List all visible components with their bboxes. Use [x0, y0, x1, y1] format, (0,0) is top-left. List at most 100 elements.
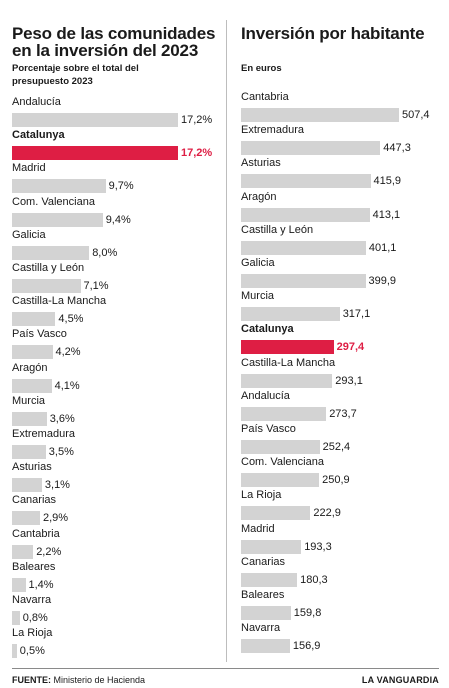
bar	[12, 312, 56, 327]
bar	[12, 345, 53, 360]
right-chart-title: Inversión por habitante	[241, 24, 425, 43]
bar	[241, 240, 366, 255]
category-label: Navarra	[241, 622, 281, 635]
value-label: 293,1	[335, 374, 363, 387]
category-label: Aragón	[12, 361, 48, 374]
value-label: 3,1%	[44, 479, 70, 492]
left-chart-subtitle: Porcentaje sobre el total del presupuest…	[12, 63, 139, 87]
bar	[241, 373, 333, 388]
category-label: Baleares	[241, 589, 285, 601]
value-label: 1,4%	[28, 578, 54, 591]
value-label: 7,1%	[83, 280, 109, 292]
category-label: Madrid	[241, 522, 275, 535]
bar	[12, 411, 47, 426]
footer-source-value: Ministerio de Hacienda	[53, 675, 146, 685]
value-label: 507,4	[402, 109, 430, 121]
bar	[241, 572, 298, 587]
bar	[241, 274, 366, 288]
value-label: 17,2%	[181, 147, 213, 160]
value-label: 401,1	[368, 241, 397, 254]
right-chart-subtitle: En euros	[241, 63, 282, 74]
bar	[241, 141, 381, 156]
value-label: 4,5%	[58, 313, 84, 326]
category-label: País Vasco	[241, 423, 296, 435]
value-label: 17,2%	[181, 114, 213, 126]
category-label: Castilla y León	[12, 262, 85, 274]
category-label: Asturias	[12, 461, 52, 474]
bar	[241, 207, 370, 222]
bar	[241, 307, 340, 322]
value-label: 4,1%	[54, 379, 80, 392]
category-label: Castilla-La Mancha	[12, 295, 107, 308]
bar	[12, 611, 20, 625]
bar	[12, 113, 178, 127]
bar	[12, 179, 106, 194]
category-label: Andalucía	[241, 389, 290, 402]
category-label: La Rioja	[12, 627, 53, 640]
category-label: Catalunya	[241, 323, 294, 336]
value-label: 447,3	[383, 142, 411, 155]
category-label: Canarias	[12, 494, 57, 507]
category-label: Galicia	[241, 257, 275, 269]
bar	[12, 478, 42, 493]
category-label: Extremadura	[12, 428, 75, 440]
category-label: Galicia	[12, 228, 46, 241]
value-label: 4,2%	[55, 346, 81, 359]
bar	[12, 146, 178, 161]
value-label: 297,4	[336, 341, 365, 354]
bar	[12, 378, 52, 393]
bar	[12, 212, 103, 227]
value-label: 8,0%	[92, 246, 118, 259]
bar	[12, 279, 81, 293]
value-label: 222,9	[313, 507, 341, 520]
category-label: Aragón	[241, 190, 277, 203]
category-label: Com. Valenciana	[12, 195, 95, 208]
bar	[241, 473, 320, 488]
value-label: 0,5%	[19, 645, 45, 658]
category-label: Com. Valenciana	[241, 456, 324, 469]
bar	[241, 539, 302, 554]
bar	[241, 606, 291, 620]
category-label: Cantabria	[241, 91, 289, 103]
bar	[12, 445, 46, 459]
category-label: Extremadura	[241, 124, 304, 137]
bar	[241, 440, 320, 454]
value-label: 2,9%	[43, 512, 69, 525]
category-label: La Rioja	[241, 489, 282, 502]
left-chart-title: Peso de las comunidades en la inversión …	[12, 24, 216, 60]
value-label: 156,9	[292, 640, 321, 653]
category-label: Murcia	[241, 290, 275, 303]
category-label: Baleares	[12, 560, 56, 573]
value-label: 9,4%	[105, 213, 131, 226]
value-label: 415,9	[373, 175, 402, 188]
value-label: 413,1	[372, 208, 401, 221]
bar	[12, 544, 34, 559]
footer-source: FUENTE: Ministerio de Hacienda	[12, 674, 145, 686]
value-label: 250,9	[322, 474, 350, 487]
column-divider	[226, 20, 227, 662]
value-label: 399,9	[368, 275, 397, 287]
bar	[12, 511, 40, 526]
bar	[241, 340, 334, 355]
bar	[12, 577, 26, 592]
value-label: 2,2%	[36, 545, 62, 558]
category-label: Castilla y León	[241, 223, 314, 236]
category-label: Canarias	[241, 555, 286, 568]
value-label: 159,8	[293, 607, 322, 619]
category-label: Asturias	[241, 157, 281, 170]
category-label: País Vasco	[12, 328, 67, 341]
bar	[241, 406, 327, 421]
value-label: 252,4	[322, 441, 351, 453]
bar	[12, 644, 17, 659]
bar	[241, 639, 290, 654]
category-label: Castilla-La Mancha	[241, 356, 336, 369]
value-label: 9,7%	[108, 180, 134, 193]
value-label: 3,6%	[49, 412, 75, 425]
category-label: Murcia	[12, 394, 46, 407]
bar	[12, 245, 90, 260]
bar	[241, 174, 371, 189]
category-label: Navarra	[12, 594, 52, 606]
value-label: 193,3	[304, 540, 332, 553]
value-label: 180,3	[300, 573, 328, 586]
bar	[241, 108, 399, 122]
